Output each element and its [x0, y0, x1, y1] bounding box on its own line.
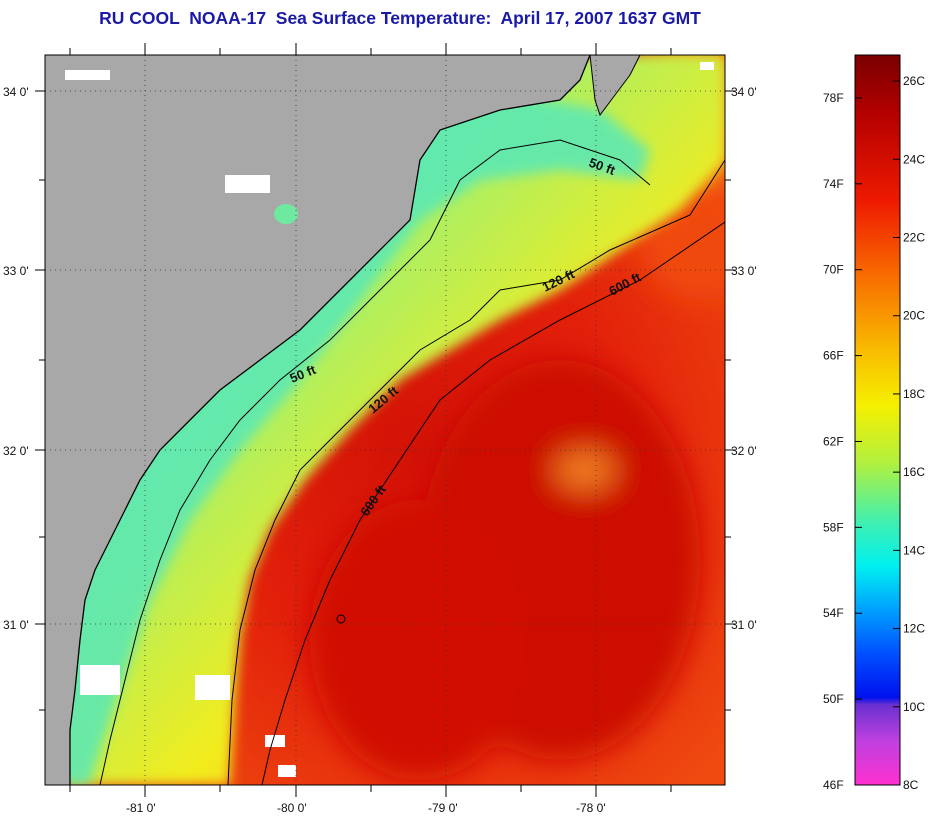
colorbar-label-f: 66F — [823, 349, 844, 363]
lon-label-81: -81 0' — [126, 801, 156, 815]
colorbar-label-c: 10C — [903, 700, 925, 714]
colorbar-label-c: 14C — [903, 543, 925, 557]
lat-label-33-right: 33 0' — [731, 264, 757, 278]
map-title: RU COOL NOAA-17 Sea Surface Temperature:… — [99, 8, 701, 28]
cape-land — [589, 55, 641, 117]
colorbar-label-c: 22C — [903, 231, 925, 245]
colorbar-label-f: 46F — [823, 778, 844, 792]
lat-label-34: 34 0' — [3, 85, 29, 99]
axis-ticks — [35, 43, 735, 797]
colorbar: 78F 74F 70F 66F 62F 58F 54F 50F 46F 26C 24C 22C 20C… — [823, 54, 925, 792]
warm-eddy-spot — [555, 450, 615, 490]
colorbar-label-f: 58F — [823, 520, 844, 534]
colorbar-label-c: 24C — [903, 152, 925, 166]
lon-label-78: -78 0' — [576, 801, 606, 815]
colorbar-label-f: 50F — [823, 692, 844, 706]
coastline — [69, 55, 591, 785]
colorbar-label-c: 12C — [903, 622, 925, 636]
lat-label-31-right: 31 0' — [731, 618, 757, 632]
station-marker — [336, 614, 346, 624]
colorbar-label-f: 74F — [823, 177, 844, 191]
map-frame — [44, 54, 726, 786]
colorbar-gradient — [854, 54, 901, 786]
colorbar-label-f: 78F — [823, 91, 844, 105]
colorbar-label-f: 62F — [823, 434, 844, 448]
lat-label-31: 31 0' — [3, 618, 29, 632]
map-panel — [45, 55, 725, 785]
lat-label-34-right: 34 0' — [731, 85, 757, 99]
cloud-patches — [65, 62, 714, 777]
lat-label-32-right: 32 0' — [731, 444, 757, 458]
lat-label-32: 32 0' — [3, 444, 29, 458]
colorbar-label-c: 8C — [903, 778, 919, 792]
lon-label-79: -79 0' — [428, 801, 458, 815]
colorbar-label-c: 18C — [903, 387, 925, 401]
graticule — [45, 55, 725, 785]
colorbar-label-c: 16C — [903, 465, 925, 479]
isobath-600ft — [261, 221, 725, 785]
isobath-50ft — [99, 139, 651, 785]
land — [45, 55, 590, 785]
colorbar-label-c: 26C — [903, 74, 925, 88]
colorbar-label-f: 54F — [823, 606, 844, 620]
isobath-120ft — [227, 159, 725, 785]
lon-label-80: -80 0' — [277, 801, 307, 815]
colorbar-label-c: 20C — [903, 309, 925, 323]
colorbar-label-f: 70F — [823, 263, 844, 277]
lat-label-33: 33 0' — [3, 264, 29, 278]
